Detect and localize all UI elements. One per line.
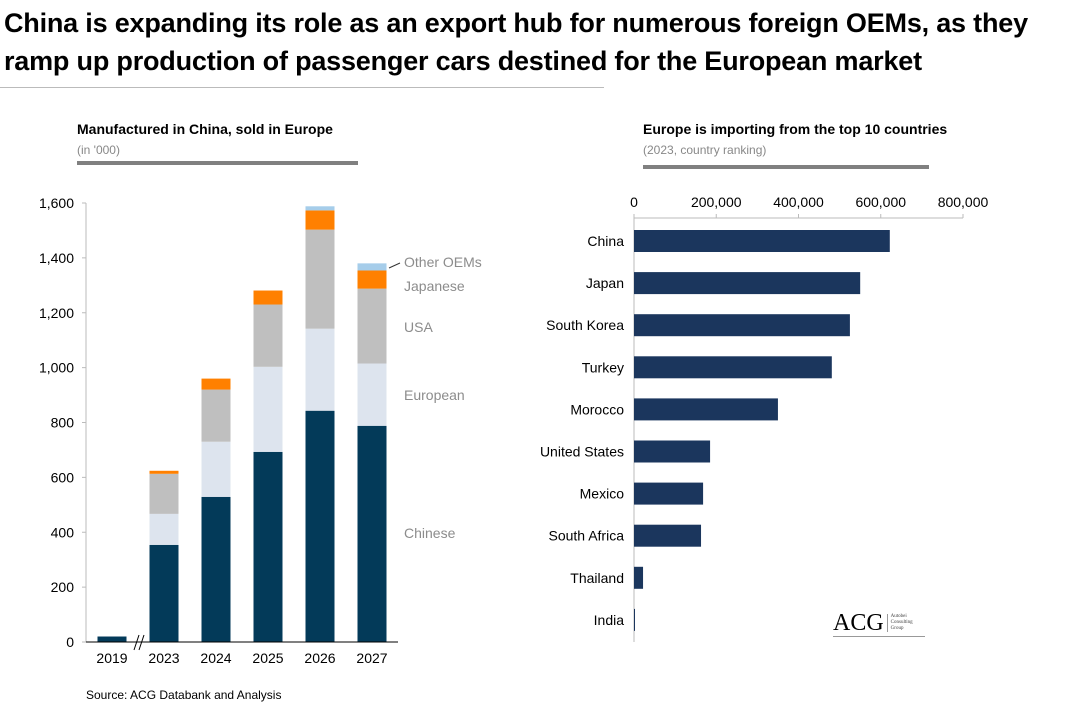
- legend-leader-line: [388, 262, 401, 269]
- legend-label-usa: USA: [404, 319, 433, 335]
- legend-label-chinese: Chinese: [404, 525, 456, 541]
- category-label: Japan: [586, 275, 624, 291]
- right-chart-subtitle: (2023, country ranking): [643, 143, 767, 157]
- bar-segment-european: [149, 513, 179, 545]
- legend-label-japanese: Japanese: [404, 278, 465, 294]
- y-tick-label: 600: [51, 469, 75, 485]
- y-tick-label: 800: [51, 415, 75, 431]
- x-tick-label: 200,000: [691, 194, 742, 210]
- x-tick-label: 600,000: [855, 194, 906, 210]
- acg-logo: ACG Autobei Consulting Group: [833, 610, 925, 637]
- bar-segment-japanese: [149, 470, 179, 474]
- bar-mexico: [634, 482, 704, 505]
- bar-segment-other-oems: [305, 206, 335, 211]
- right-chart-rule: [643, 165, 929, 169]
- y-tick-label: 1,200: [39, 305, 74, 321]
- bar-india: [634, 608, 635, 631]
- left-chart-rule: [77, 161, 358, 165]
- bar-segment-chinese: [97, 636, 127, 642]
- category-label: Turkey: [582, 359, 624, 375]
- bar-segment-usa: [305, 229, 335, 329]
- logo-sub: Autobei Consulting Group: [886, 614, 913, 632]
- bar-segment-usa: [357, 288, 387, 364]
- y-tick-label: 400: [51, 524, 75, 540]
- bar-segment-chinese: [253, 451, 283, 642]
- bar-segment-japanese: [305, 210, 335, 230]
- left-chart-title: Manufactured in China, sold in Europe: [77, 121, 333, 137]
- y-tick-label: 1,000: [39, 360, 74, 376]
- category-label: South Africa: [549, 528, 625, 544]
- category-label: United States: [540, 444, 624, 460]
- title-divider: [0, 87, 604, 88]
- y-tick-label: 1,600: [39, 195, 74, 211]
- logo-line: Consulting: [890, 620, 913, 625]
- y-tick-label: 1,400: [39, 250, 74, 266]
- bar-morocco: [634, 398, 778, 421]
- right-chart-title: Europe is importing from the top 10 coun…: [643, 121, 948, 137]
- category-label: Mexico: [580, 486, 625, 502]
- left-chart-subtitle: (in '000): [77, 143, 120, 157]
- bar-segment-european: [305, 328, 335, 411]
- category-label: China: [587, 233, 624, 249]
- bar-united-states: [634, 440, 711, 463]
- bar-china: [634, 230, 890, 252]
- x-tick-label: 2026: [304, 650, 335, 666]
- bar-segment-chinese: [305, 410, 335, 642]
- category-label: India: [594, 612, 625, 628]
- y-tick-label: 0: [66, 634, 74, 650]
- legend-label-european: European: [404, 387, 465, 403]
- category-label: Thailand: [570, 570, 624, 586]
- page-title: China is expanding its role as an export…: [4, 8, 1028, 76]
- y-tick-label: 200: [51, 579, 75, 595]
- bar-segment-chinese: [201, 496, 231, 642]
- bar-segment-japanese: [253, 290, 283, 305]
- bar-segment-european: [201, 441, 231, 497]
- bar-segment-japanese: [201, 378, 231, 390]
- bar-segment-chinese: [149, 544, 179, 642]
- axis-break-mark: [133, 634, 140, 651]
- source-note: Source: ACG Databank and Analysis: [86, 688, 282, 702]
- x-tick-label: 2025: [252, 650, 283, 666]
- legend-label-other-oems: Other OEMs: [404, 254, 482, 270]
- bar-south-africa: [634, 524, 702, 547]
- x-tick-label: 2027: [356, 650, 387, 666]
- bar-segment-usa: [201, 389, 231, 442]
- bar-segment-usa: [149, 473, 179, 514]
- bar-south-korea: [634, 314, 850, 337]
- bar-segment-european: [357, 363, 387, 426]
- bar-segment-chinese: [357, 425, 387, 642]
- logo-main: ACG: [833, 610, 884, 636]
- bar-turkey: [634, 356, 832, 379]
- axis-break-mark: [138, 634, 145, 651]
- bar-segment-usa: [253, 304, 283, 367]
- bar-thailand: [634, 566, 644, 589]
- bar-segment-european: [253, 366, 283, 452]
- x-tick-label: 2023: [148, 650, 179, 666]
- category-label: Morocco: [570, 401, 624, 417]
- logo-line: Group: [890, 626, 904, 631]
- bar-segment-japanese: [357, 270, 387, 289]
- x-tick-label: 800,000: [938, 194, 989, 210]
- bar-japan: [634, 272, 861, 295]
- x-tick-label: 0: [630, 194, 638, 210]
- x-tick-label: 400,000: [773, 194, 824, 210]
- bar-segment-other-oems: [357, 263, 387, 271]
- x-tick-label: 2019: [96, 650, 127, 666]
- x-tick-label: 2024: [200, 650, 231, 666]
- category-label: South Korea: [546, 317, 624, 333]
- logo-line: Autobei: [890, 614, 907, 619]
